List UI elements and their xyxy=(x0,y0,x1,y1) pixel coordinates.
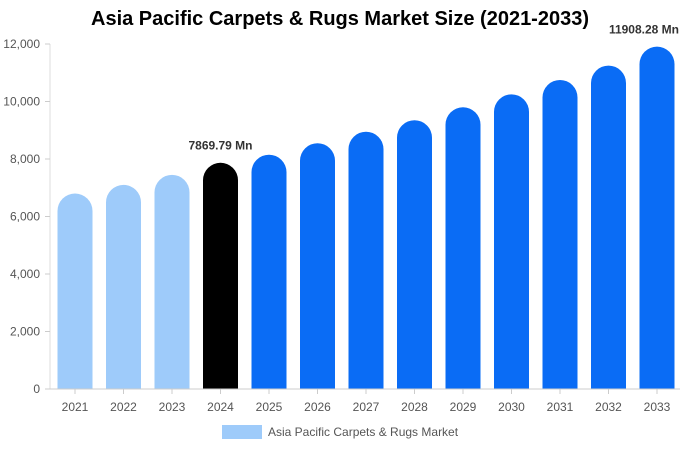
bar-2033[interactable] xyxy=(639,46,675,389)
x-axis: 2021 2022 2023 2024 2025 2026 2027 2028 2029 2030… xyxy=(50,388,680,414)
bar-2031[interactable] xyxy=(542,79,578,389)
bar-2028[interactable] xyxy=(397,120,432,389)
bar-2021[interactable] xyxy=(57,193,93,389)
y-tick-label: 12,000 xyxy=(3,37,40,51)
x-tick-label: 2026 xyxy=(304,400,331,414)
bar-2025[interactable] xyxy=(251,154,287,389)
y-tick-label: 8,000 xyxy=(10,152,40,166)
y-axis: 0 2,000 4,000 6,000 8,000 10,000 12,000 xyxy=(3,37,51,396)
data-label-2033: 11908.28 Mn xyxy=(609,23,679,37)
data-label-2024: 7869.79 Mn xyxy=(188,139,252,153)
x-tick-label: 2029 xyxy=(450,400,477,414)
x-tick-label: 2028 xyxy=(401,400,428,414)
bar-2022[interactable] xyxy=(106,184,141,389)
bar-2024[interactable] xyxy=(203,162,238,389)
x-tick-label: 2024 xyxy=(207,400,234,414)
x-tick-label: 2032 xyxy=(595,400,622,414)
bar-2030[interactable] xyxy=(494,94,529,389)
legend[interactable]: Asia Pacific Carpets & Rugs Market xyxy=(222,425,458,439)
y-tick-label: 10,000 xyxy=(3,95,40,109)
x-tick-label: 2033 xyxy=(644,400,671,414)
bar-2029[interactable] xyxy=(445,107,481,389)
data-labels-group: 7869.79 Mn 11908.28 Mn xyxy=(188,23,679,153)
y-tick-label: 2,000 xyxy=(10,325,40,339)
x-tick-label: 2021 xyxy=(62,400,89,414)
y-tick-label: 0 xyxy=(33,382,40,396)
y-tick-label: 6,000 xyxy=(10,210,40,224)
x-tick-label: 2027 xyxy=(353,400,380,414)
legend-label: Asia Pacific Carpets & Rugs Market xyxy=(268,425,459,439)
x-tick-label: 2031 xyxy=(547,400,574,414)
bar-2026[interactable] xyxy=(300,143,335,389)
legend-swatch xyxy=(222,425,262,439)
x-tick-label: 2023 xyxy=(159,400,186,414)
bar-2032[interactable] xyxy=(591,65,626,389)
x-tick-label: 2022 xyxy=(110,400,137,414)
chart-title: Asia Pacific Carpets & Rugs Market Size … xyxy=(91,8,589,30)
bar-2023[interactable] xyxy=(154,174,190,389)
x-tick-label: 2025 xyxy=(256,400,283,414)
x-tick-label: 2030 xyxy=(498,400,525,414)
bar-2027[interactable] xyxy=(348,131,384,389)
y-tick-label: 4,000 xyxy=(10,267,40,281)
bars-group xyxy=(57,46,675,389)
